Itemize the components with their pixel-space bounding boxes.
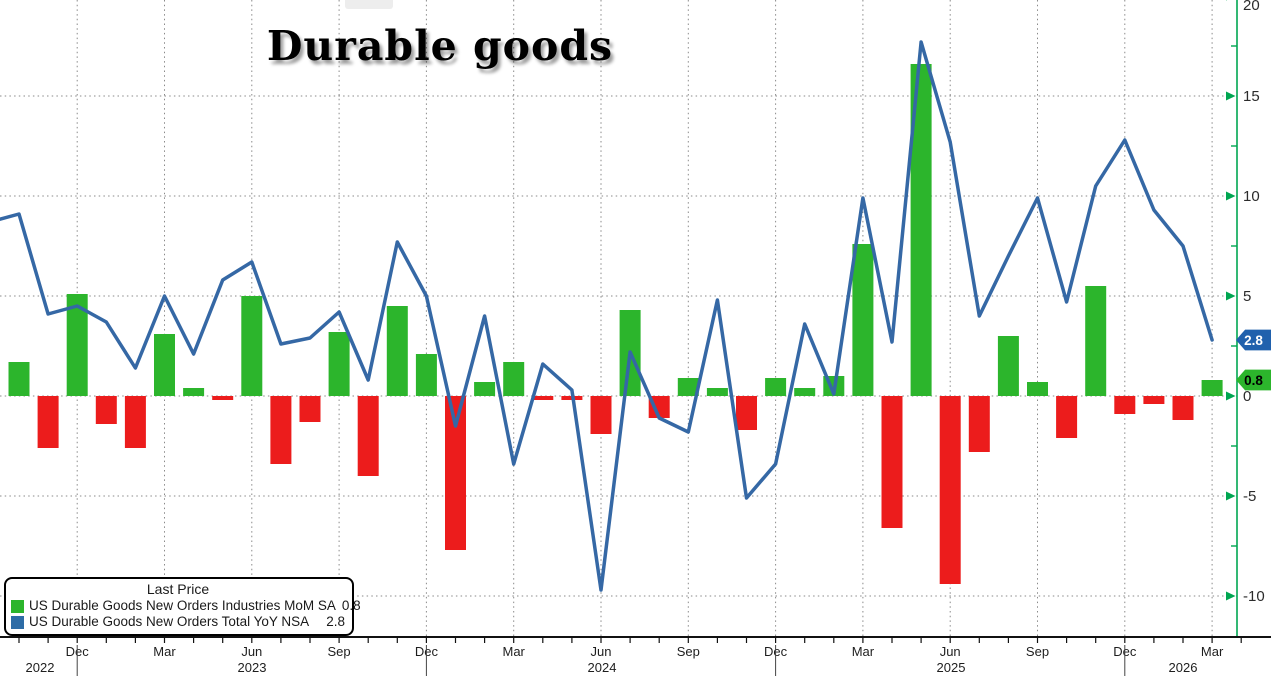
y-tick-label: 10: [1243, 188, 1260, 205]
legend-entry-yoy[interactable]: US Durable Goods New Orders Total YoY NS…: [11, 614, 345, 630]
mom-bar: [590, 396, 612, 434]
mom-bar: [1114, 396, 1136, 414]
mom-bar: [1085, 286, 1107, 396]
y-tick-label: -5: [1243, 488, 1256, 505]
x-year-label: 2026: [1169, 660, 1198, 675]
yoy-series-swatch: [11, 615, 24, 629]
mom-bar: [124, 396, 146, 448]
mom-bar: [37, 396, 59, 448]
y-tick-label: 20: [1243, 0, 1260, 14]
x-quarter-label: Sep: [328, 644, 351, 659]
yoy-line: [0, 40, 1214, 592]
mom-bar: [1143, 396, 1165, 404]
mom-bar: [997, 336, 1019, 396]
y-tick-label: 5: [1243, 288, 1251, 305]
mom-bar: [445, 396, 466, 550]
x-year-label: 2024: [588, 660, 617, 675]
mom-bar: [968, 396, 990, 452]
x-quarter-label: Jun: [591, 644, 612, 659]
mom-bar: [881, 396, 903, 528]
mom-bar: [415, 354, 437, 396]
x-quarter-label: Jun: [940, 644, 961, 659]
mom-series-swatch: [11, 599, 24, 613]
x-quarter-label: Mar: [852, 644, 875, 659]
y-tick-label: -10: [1243, 588, 1265, 605]
mom-bar: [532, 396, 554, 400]
mom-bar: [852, 244, 874, 396]
mom-series-value: 0.8: [341, 598, 361, 613]
mom-bar: [648, 396, 670, 418]
mom-bar: [212, 396, 234, 400]
h-gridlines: [0, 95, 1237, 597]
mom-bar: [1056, 396, 1078, 438]
mom-bar: [328, 332, 350, 396]
x-year-label: 2023: [238, 660, 267, 675]
mom-bar: [183, 388, 205, 396]
axis-tick-arrow: [1226, 91, 1236, 101]
mom-bar: [706, 388, 728, 396]
mom-bar: [474, 382, 496, 396]
x-quarter-label: Sep: [677, 644, 700, 659]
mom-bar: [95, 396, 117, 424]
yoy-series-label: US Durable Goods New Orders Total YoY NS…: [29, 614, 310, 629]
legend-box: Last Price US Durable Goods New Orders I…: [4, 577, 361, 636]
x-quarter-label: Jun: [241, 644, 262, 659]
mom-bar: [241, 296, 263, 396]
axis-tick-arrow: [1226, 391, 1236, 401]
x-quarter-label: Mar: [503, 644, 526, 659]
mom-bar: [154, 334, 175, 396]
x-year-label: 2022: [26, 660, 55, 675]
mom-bar: [66, 294, 88, 396]
mom-bar: [299, 396, 321, 422]
mom-bar: [765, 378, 787, 396]
axis-tick-arrow: [1226, 0, 1228, 1]
chart-title: Durable goods: [266, 22, 614, 70]
mom-series-label: US Durable Goods New Orders Industries M…: [29, 598, 336, 613]
mom-bars-layer: [8, 64, 1223, 584]
mom-bar: [677, 378, 699, 396]
x-axis: Dec Mar Jun Sep Dec Mar Jun Sep Dec Mar Jun Sep Dec M…: [0, 636, 1271, 676]
clipped-ui-fragment: [345, 0, 393, 9]
mom-bar: [1027, 382, 1048, 396]
mom-bar: [1201, 380, 1223, 396]
yoy-last-price-badge: 2.8: [1236, 329, 1271, 351]
mom-bar: [503, 362, 525, 396]
y-tick-label: 0: [1243, 388, 1251, 405]
yoy-series-value: 2.8: [326, 614, 345, 629]
y-tick-label: 15: [1243, 88, 1260, 105]
x-quarter-label: Mar: [1201, 644, 1224, 659]
x-year-label: 2025: [937, 660, 966, 675]
mom-last-price-badge: 0.8: [1236, 369, 1271, 391]
legend-entry-mom[interactable]: US Durable Goods New Orders Industries M…: [11, 598, 361, 614]
mom-bar: [386, 306, 408, 396]
mom-bar: [357, 396, 379, 476]
axis-tick-arrow: [1226, 191, 1236, 201]
mom-bar: [8, 362, 30, 396]
mom-bar: [736, 396, 757, 430]
mom-bar: [270, 396, 292, 464]
axis-tick-arrow: [1226, 291, 1236, 301]
mom-bar: [1172, 396, 1194, 420]
mom-bar: [910, 64, 932, 396]
axis-tick-arrow: [1226, 591, 1236, 601]
y-axis: 20 15 10 5 0 -5 -10: [1226, 0, 1265, 637]
mom-bar: [939, 396, 961, 584]
mom-bar: [794, 388, 816, 396]
x-quarter-label: Mar: [153, 644, 176, 659]
legend-title: Last Price: [146, 581, 210, 597]
axis-tick-arrow: [1226, 491, 1236, 501]
x-quarter-label: Sep: [1026, 644, 1049, 659]
